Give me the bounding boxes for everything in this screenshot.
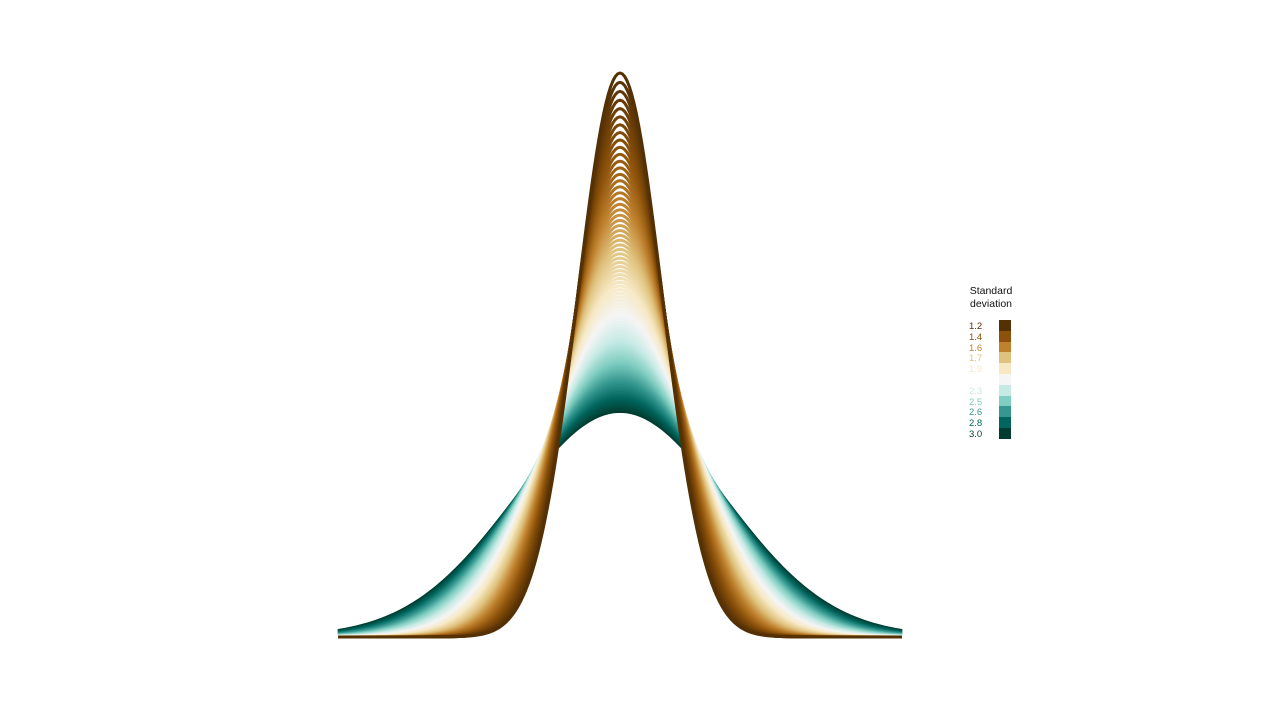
legend-swatch (999, 384, 1011, 396)
legend-swatch (999, 406, 1011, 418)
legend-label: 2.1 (969, 374, 983, 386)
legend-swatch (999, 395, 1011, 407)
legend-label: 2.3 (969, 385, 983, 397)
legend-label: 2.6 (969, 407, 983, 419)
legend-label: 1.7 (969, 353, 983, 365)
legend-label: 1.2 (969, 321, 983, 332)
legend-swatch (999, 427, 1011, 439)
legend-title-line1: Standard (969, 285, 1013, 297)
legend-label: 1.4 (969, 331, 983, 343)
density-curve (338, 197, 902, 639)
legend-swatch (999, 363, 1011, 374)
density-curve (337, 406, 903, 633)
legend-title-line2: deviation (969, 298, 1013, 310)
legend-colorbar (999, 320, 1011, 439)
legend-swatch (999, 341, 1011, 353)
legend-swatch (999, 330, 1011, 342)
legend-title: Standard deviation (962, 285, 1020, 311)
legend-labels: 1.2 1.4 1.6 1.7 1.9 2.1 2.3 2.5 2.6 2.8 3.0 (969, 321, 983, 441)
legend-swatch (999, 352, 1011, 364)
legend-label: 2.8 (969, 418, 983, 430)
density-curve (338, 229, 902, 639)
legend-label: 3.0 (969, 428, 983, 440)
legend-label: 1.6 (969, 342, 983, 354)
density-curve (338, 71, 902, 639)
legend-swatch (999, 320, 1011, 331)
legend-label: 2.5 (969, 396, 983, 408)
legend-label: 1.9 (969, 364, 983, 376)
legend-swatch (999, 417, 1011, 428)
legend-swatch (999, 373, 1011, 385)
